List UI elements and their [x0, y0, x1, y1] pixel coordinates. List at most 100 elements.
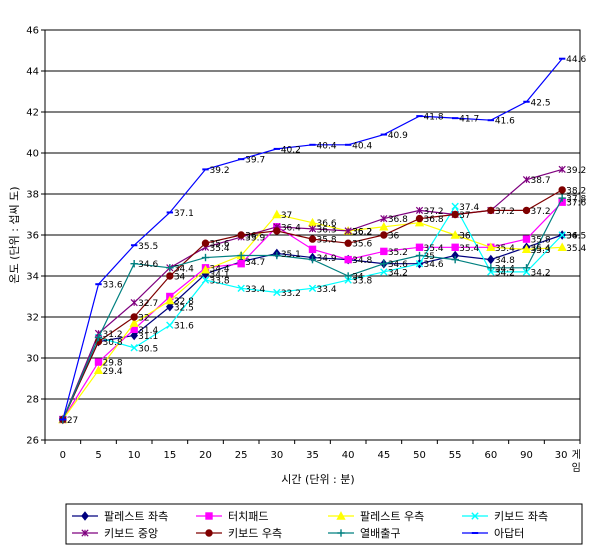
data-label: 29.4 — [103, 367, 123, 377]
data-label: 35.8 — [317, 236, 337, 246]
data-point — [308, 225, 317, 233]
data-label: 34 — [352, 273, 364, 283]
series-layer — [58, 57, 567, 425]
data-point — [558, 165, 566, 174]
x-tick-label: 20 — [199, 450, 212, 461]
data-point — [522, 264, 531, 272]
data-label: 37.2 — [531, 207, 551, 217]
data-point — [450, 230, 460, 239]
data-label: 36 — [245, 232, 257, 242]
data-point — [201, 276, 210, 284]
data-label: 35.3 — [531, 246, 551, 256]
legend-label: 키보드 우측 — [228, 527, 282, 540]
x-tick-label: 35 — [306, 450, 319, 461]
data-point — [165, 295, 175, 305]
x-tick-label: 30 — [270, 450, 283, 461]
data-label: 35.4 — [531, 244, 551, 254]
data-label: 39.7 — [245, 156, 265, 166]
data-label: 35.4 — [424, 244, 444, 254]
data-point — [522, 206, 531, 215]
y-tick-label: 38 — [26, 190, 39, 201]
data-label: 32 — [138, 314, 149, 324]
data-point — [337, 529, 345, 537]
legend-label: 키보드 중앙 — [104, 527, 158, 540]
x-axis-ticks: 0 5 10 15 20 25 30 35 40 45 50 55 60 90 30 게임 — [44, 440, 581, 474]
data-label: 36 — [388, 232, 400, 242]
data-point — [94, 333, 103, 342]
data-label: 34.5 — [566, 232, 586, 242]
data-point — [487, 264, 495, 272]
data-label: 37.2 — [424, 207, 444, 217]
x-tick-label: 40 — [342, 450, 355, 461]
data-label: 36.2 — [352, 227, 372, 237]
data-label: 42.5 — [531, 98, 551, 108]
legend-item: 키보드 좌측 — [462, 510, 548, 523]
legend-label: 터치패드 — [228, 510, 268, 523]
data-label: 40.2 — [281, 145, 301, 155]
legend-item: 키보드 중앙 — [72, 527, 158, 540]
data-label: 37 — [459, 211, 470, 221]
data-point — [165, 301, 174, 312]
data-point — [272, 209, 282, 219]
x-tick-label: 90 — [520, 450, 533, 461]
y-axis-ticks: 26 28 30 32 34 36 38 40 42 44 46 — [26, 26, 45, 447]
data-label: 41.8 — [424, 113, 444, 123]
x-tick-label: 60 — [484, 450, 497, 461]
y-tick-label: 40 — [26, 149, 39, 160]
data-point — [486, 254, 495, 265]
data-label: 32.8 — [174, 297, 194, 307]
data-label: 35.4 — [495, 244, 515, 254]
data-label: 35.2 — [388, 248, 408, 258]
data-label: 35.6 — [352, 240, 372, 250]
data-label: 34.2 — [388, 268, 408, 278]
data-point — [130, 299, 138, 307]
legend-label: 열배출구 — [360, 527, 400, 540]
data-point — [273, 288, 281, 297]
y-tick-label: 34 — [26, 272, 39, 283]
data-label: 34.4 — [495, 264, 515, 274]
data-label: 34.2 — [531, 268, 551, 278]
data-point — [130, 313, 138, 321]
data-label: 36.8 — [424, 215, 444, 225]
data-label: 34.8 — [495, 256, 515, 266]
data-point — [94, 358, 103, 366]
data-point — [237, 284, 245, 292]
data-label: 33.4 — [245, 285, 265, 295]
data-label: 37.4 — [459, 203, 479, 213]
data-point — [558, 231, 566, 239]
data-point — [521, 244, 532, 254]
data-label: 32.7 — [138, 299, 158, 309]
data-label: 34.6 — [424, 260, 444, 270]
data-label: 30.5 — [138, 344, 158, 354]
data-label: 33.2 — [281, 289, 301, 299]
data-point — [415, 260, 424, 268]
data-label: 41.7 — [459, 115, 479, 125]
y-tick-label: 26 — [26, 436, 39, 447]
data-point — [558, 186, 566, 194]
data-label: 35.4 — [566, 244, 586, 254]
series-2 — [59, 198, 566, 424]
data-point — [522, 235, 531, 243]
x-tick-label: 15 — [163, 450, 176, 461]
data-point — [380, 214, 388, 223]
data-label: 33.6 — [103, 281, 123, 291]
data-label: 36.8 — [388, 215, 408, 225]
data-label: 38.7 — [531, 176, 551, 186]
data-label: 37.8 — [566, 195, 586, 205]
data-point — [308, 284, 317, 292]
data-point — [205, 512, 213, 520]
data-point — [414, 217, 425, 227]
data-point — [130, 330, 139, 341]
y-tick-label: 32 — [26, 313, 39, 324]
data-label: 36.4 — [281, 223, 301, 233]
data-label: 35 — [424, 252, 435, 262]
data-label: 39.2 — [210, 166, 230, 176]
legend-item: 아답터 — [462, 527, 524, 540]
data-point — [379, 221, 389, 231]
data-label: 36.2 — [352, 227, 372, 237]
x-tick-label-line2: 임 — [572, 461, 581, 474]
data-point — [415, 251, 424, 260]
legend-item: 팔레스트 좌측 — [72, 510, 168, 523]
data-label: 37.1 — [174, 209, 194, 219]
